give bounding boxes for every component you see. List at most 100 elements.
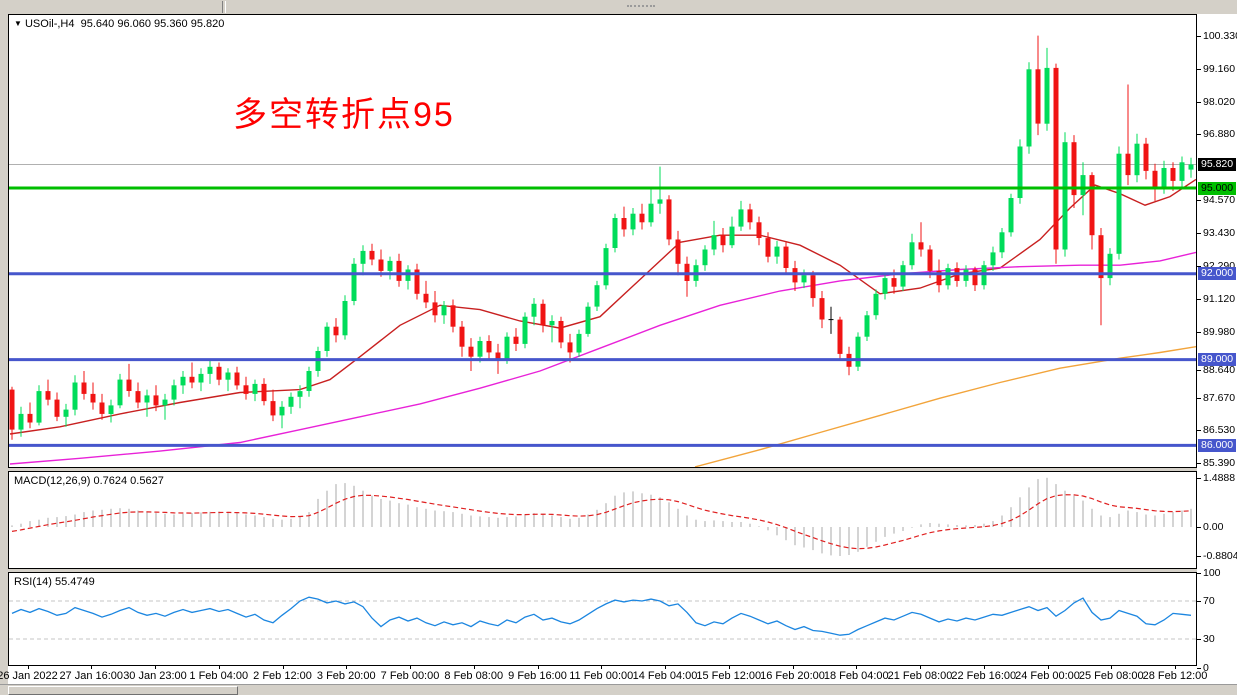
- price-scale-label: 89.980: [1203, 325, 1236, 338]
- price-scale-tick: [1197, 331, 1201, 333]
- symbol-dropdown-icon[interactable]: ▼: [14, 19, 22, 28]
- price-scale-tick: [1197, 572, 1201, 574]
- time-scale-tick: [346, 666, 348, 669]
- price-scale-tick: [1197, 430, 1201, 432]
- time-scale-label: 2 Feb 12:00: [253, 670, 312, 682]
- ma-orange: [694, 346, 1196, 467]
- hline-tag-95: 95.000: [1198, 181, 1236, 195]
- chart-title: ▼ USOil-,H4 95.640 96.060 95.360 95.820: [14, 18, 224, 30]
- price-scale-label: 98.020: [1203, 95, 1236, 108]
- time-scale-label: 18 Feb 04:00: [823, 670, 889, 682]
- time-scale-label: 15 Feb 12:00: [696, 670, 762, 682]
- time-scale-tick: [792, 666, 794, 669]
- price-scale-tick: [1197, 601, 1201, 602]
- price-scale-tick: [1197, 527, 1201, 528]
- macd-signal-line: [11, 494, 1192, 550]
- time-scale-tick: [920, 666, 921, 669]
- time-scale-label: 22 Feb 16:00: [951, 670, 1017, 682]
- price-scale-tick: [1197, 265, 1201, 267]
- rsi-label: RSI(14) 55.4749: [14, 576, 95, 588]
- price-scale-tick: [1197, 556, 1201, 558]
- rsi-canvas[interactable]: [9, 573, 1196, 665]
- time-scale-tick: [410, 666, 411, 669]
- price-scale-label: 93.430: [1203, 226, 1236, 239]
- bid-price-tag: 95.820: [1198, 158, 1236, 172]
- macd-panel[interactable]: MACD(12,26,9) 0.7624 0.5627: [8, 471, 1197, 569]
- rsi-line: [11, 596, 1192, 636]
- price-scale-label: 91.120: [1203, 292, 1236, 305]
- price-scale-label: 88.640: [1203, 363, 1236, 376]
- time-scale-label: 24 Feb 00:00: [1015, 670, 1080, 682]
- time-scale-label: 1 Feb 04:00: [189, 670, 249, 682]
- price-scale-tick: [1197, 397, 1201, 399]
- rsi-panel[interactable]: RSI(14) 55.4749: [8, 572, 1197, 666]
- time-scale-label: 26 Jan 2022: [0, 670, 58, 682]
- toolbar-separator: [222, 1, 226, 13]
- price-scale-label: 99.160: [1203, 63, 1236, 76]
- macd-scale-label: 0.00: [1203, 521, 1224, 533]
- price-scale-label: 87.670: [1203, 391, 1236, 404]
- time-scale-tick: [91, 666, 93, 669]
- price-scale-tick: [1197, 639, 1201, 640]
- time-scale-tick: [537, 666, 539, 669]
- macd-scale-label: -0.8804: [1203, 550, 1237, 563]
- rsi-scale-label: 70: [1203, 595, 1215, 607]
- time-scale-tick: [728, 666, 730, 669]
- ma-red: [9, 178, 1196, 435]
- toolbar-strip: [0, 0, 1237, 14]
- time-scale-label: 21 Feb 08:00: [887, 670, 953, 682]
- time-scale-tick: [856, 666, 858, 669]
- macd-canvas[interactable]: [9, 472, 1196, 568]
- time-scale-label: 28 Feb 12:00: [1142, 670, 1208, 682]
- time-scale[interactable]: 26 Jan 2022 27 Jan 16:00 30 Jan 23:00 1 Feb…: [0, 666, 1207, 684]
- time-scale-label: 14 Feb 04:00: [632, 670, 698, 682]
- price-scale-tick: [1197, 69, 1201, 71]
- time-scale-label: 8 Feb 08:00: [444, 670, 504, 682]
- price-scale-tick: [1197, 101, 1201, 103]
- time-scale-label: 9 Feb 16:00: [508, 670, 567, 682]
- time-scale-tick: [473, 666, 475, 669]
- time-scale-tick: [155, 666, 156, 669]
- hline-tag-92: 92.000: [1198, 267, 1236, 281]
- time-scale-label: 16 Feb 20:00: [760, 670, 825, 682]
- time-scale-label: 3 Feb 20:00: [316, 670, 376, 682]
- time-scale-label: 11 Feb 00:00: [569, 670, 634, 682]
- toolbar-grip-dots: [627, 5, 655, 11]
- price-scale-tick: [1197, 232, 1201, 234]
- panel-separator-macd[interactable]: [0, 468, 1237, 471]
- price-scale-tick: [1197, 667, 1201, 669]
- main-chart-panel[interactable]: ▼ USOil-,H4 95.640 96.060 95.360 95.820 …: [8, 14, 1197, 468]
- time-scale-tick: [665, 666, 666, 669]
- price-scale-label: 100.330: [1203, 29, 1237, 42]
- rsi-scale-label: 100: [1203, 566, 1221, 579]
- time-scale-tick: [27, 666, 29, 669]
- price-scale-tick: [1197, 134, 1201, 136]
- scrollbar-thumb[interactable]: [8, 686, 238, 695]
- price-scale[interactable]: 100.330 99.160 98.020 96.880 94.570 93.430 92.…: [1197, 14, 1237, 684]
- time-scale-tick: [601, 666, 603, 669]
- price-scale-tick: [1197, 200, 1201, 202]
- price-scale-label: 96.880: [1203, 128, 1236, 141]
- price-scale-label: 85.390: [1203, 456, 1236, 469]
- time-scale-tick: [1111, 666, 1113, 669]
- panel-separator-rsi[interactable]: [0, 569, 1237, 572]
- rsi-scale-label: 0: [1203, 661, 1209, 674]
- price-scale-label: 86.530: [1203, 424, 1236, 437]
- hline-tag-86: 86.000: [1198, 438, 1236, 452]
- hline-tag-89: 89.000: [1198, 353, 1236, 367]
- symbol-period-label: USOil-,H4: [24, 18, 75, 30]
- horizontal-scrollbar[interactable]: [0, 684, 1237, 695]
- price-scale-tick: [1197, 35, 1201, 37]
- time-scale-tick: [218, 666, 220, 669]
- window-left-border: [0, 14, 8, 684]
- ma-magenta: [9, 251, 1196, 465]
- rsi-scale-label: 30: [1203, 633, 1215, 645]
- candlestick-canvas[interactable]: [9, 15, 1196, 467]
- time-scale-label: 30 Jan 23:00: [123, 670, 187, 682]
- chart-annotation-text: 多空转折点95: [233, 96, 455, 134]
- time-scale-label: 27 Jan 16:00: [59, 670, 124, 682]
- time-scale-tick: [282, 666, 284, 669]
- time-scale-tick: [983, 666, 985, 669]
- macd-scale-label: 1.4888: [1203, 471, 1236, 484]
